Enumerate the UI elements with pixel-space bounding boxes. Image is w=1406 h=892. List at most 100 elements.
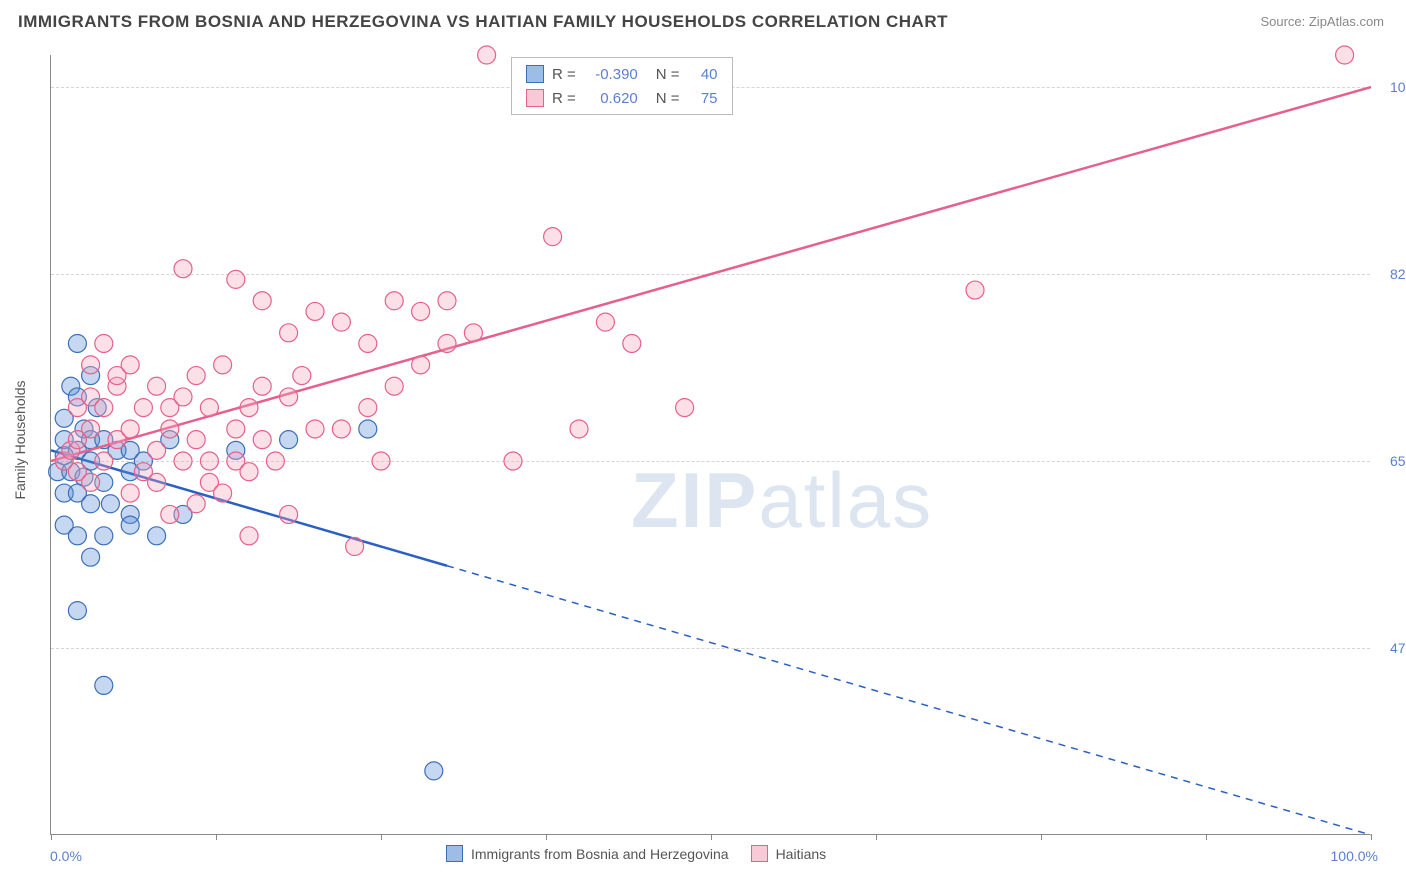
data-point [504,452,522,470]
data-point [425,762,443,780]
data-point [82,356,100,374]
x-axis-min-label: 0.0% [50,848,82,864]
y-tick-label: 47.5% [1382,640,1406,656]
y-axis-title: Family Households [12,380,28,499]
data-point [1336,46,1354,64]
data-point [101,495,119,513]
data-point [161,420,179,438]
x-tick [876,834,877,840]
stats-legend-box: R =-0.390N =40R =0.620N =75 [511,57,733,115]
data-point [95,527,113,545]
data-point [227,420,245,438]
data-point [148,441,166,459]
stat-n-label: N = [656,66,680,83]
data-point [359,334,377,352]
data-point [412,302,430,320]
data-point [161,505,179,523]
data-point [240,463,258,481]
data-point [385,377,403,395]
y-tick-label: 65.0% [1382,453,1406,469]
data-point [148,527,166,545]
legend-item: Haitians [751,845,827,862]
stats-row: R =0.620N =75 [526,86,718,110]
data-point [306,302,324,320]
data-point [121,356,139,374]
data-point [372,452,390,470]
data-point [95,399,113,417]
stats-row: R = -0.390 N = 40 [526,62,718,86]
data-point [68,334,86,352]
legend-label: Haitians [776,846,827,862]
x-tick [1206,834,1207,840]
data-point [82,548,100,566]
source-text: Source: ZipAtlas.com [1260,14,1384,29]
x-tick [1371,834,1372,840]
plot-area: ZIPatlas R =-0.390N =40R =0.620N =75 47.… [50,55,1370,835]
x-axis-max-label: 100.0% [1331,848,1378,864]
data-point [214,356,232,374]
data-point [438,334,456,352]
data-point [359,420,377,438]
y-tick-label: 82.5% [1382,266,1406,282]
data-point [82,420,100,438]
y-tick-label: 100.0% [1382,79,1406,95]
data-point [596,313,614,331]
x-tick [1041,834,1042,840]
trend-line-dashed [447,566,1371,835]
data-point [464,324,482,342]
data-point [266,452,284,470]
data-point [187,431,205,449]
legend-swatch [751,845,768,862]
data-point [95,676,113,694]
data-point [68,527,86,545]
data-point [174,452,192,470]
legend-swatch [446,845,463,862]
data-point [478,46,496,64]
data-point [676,399,694,417]
data-point [200,399,218,417]
bottom-legend: Immigrants from Bosnia and Herzegovina Ha… [440,843,832,864]
data-point [412,356,430,374]
data-point [332,313,350,331]
data-point [148,473,166,491]
data-point [121,516,139,534]
data-point [174,388,192,406]
data-point [280,431,298,449]
data-point [253,377,271,395]
data-point [359,399,377,417]
data-point [280,324,298,342]
x-tick [216,834,217,840]
data-point [280,505,298,523]
data-point [214,484,232,502]
data-point [227,270,245,288]
data-point [95,334,113,352]
data-point [544,228,562,246]
legend-item: Immigrants from Bosnia and Herzegovina [446,845,729,862]
data-point [240,527,258,545]
data-point [134,399,152,417]
data-point [121,420,139,438]
chart-svg [51,55,1370,834]
data-point [623,334,641,352]
legend-swatch [526,65,544,83]
x-tick [381,834,382,840]
x-tick [711,834,712,840]
stat-r-label: R = [552,90,576,107]
legend-label: Immigrants from Bosnia and Herzegovina [471,846,729,862]
data-point [187,495,205,513]
data-point [187,367,205,385]
stat-r-value: -0.390 [584,66,638,83]
data-point [280,388,298,406]
data-point [253,292,271,310]
data-point [253,431,271,449]
data-point [306,420,324,438]
data-point [438,292,456,310]
stat-n-label: N = [656,90,680,107]
stat-n-value: 75 [688,90,718,107]
data-point [385,292,403,310]
data-point [95,452,113,470]
legend-swatch [526,89,544,107]
data-point [174,260,192,278]
stat-n-value: 40 [688,66,718,83]
stat-r-label: R = [552,66,576,83]
